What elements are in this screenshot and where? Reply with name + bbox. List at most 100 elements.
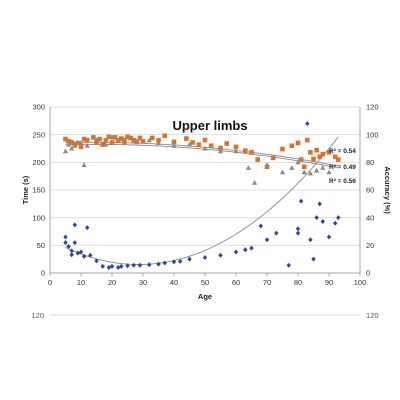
- data-point-square: [75, 140, 81, 146]
- data-point-diamond: [156, 261, 161, 267]
- data-point-triangle: [320, 165, 326, 170]
- data-point-diamond: [317, 201, 322, 207]
- data-point-square: [109, 140, 115, 145]
- data-point-square: [112, 135, 118, 140]
- data-point-square: [63, 136, 68, 142]
- data-point-diamond: [69, 248, 74, 254]
- data-point-square: [137, 135, 143, 141]
- data-point-square: [125, 134, 130, 140]
- data-point-triangle: [202, 145, 208, 151]
- x-tick-label: 30: [139, 278, 147, 287]
- data-point-square: [289, 143, 295, 149]
- data-point-diamond: [298, 198, 304, 204]
- data-point-diamond: [286, 262, 291, 268]
- next-panel-left-tick: 120: [31, 311, 44, 320]
- data-point-square: [91, 135, 96, 140]
- data-point-diamond: [72, 240, 77, 246]
- data-point-diamond: [109, 263, 115, 269]
- data-point-diamond: [119, 263, 124, 269]
- data-point-square: [171, 139, 177, 145]
- data-point-square: [255, 157, 260, 162]
- y2-tick-label: 100: [366, 130, 379, 139]
- data-point-diamond: [336, 215, 341, 221]
- data-point-triangle: [279, 169, 286, 175]
- data-point-square: [320, 151, 326, 157]
- data-point-square: [128, 135, 133, 141]
- x-tick-label: 50: [201, 278, 209, 287]
- data-point-diamond: [320, 219, 325, 225]
- data-point-diamond: [314, 215, 319, 221]
- data-point-diamond: [116, 264, 121, 270]
- data-point-diamond: [63, 240, 68, 246]
- data-point-diamond: [311, 256, 316, 262]
- data-point-diamond: [274, 230, 279, 236]
- data-point-square: [336, 157, 341, 162]
- data-point-square: [69, 140, 74, 145]
- annotation-layer: R² = 0.54 R² = 0.49 R² = 0.56: [329, 148, 356, 185]
- data-point-triangle: [93, 137, 100, 143]
- data-point-triangle: [171, 142, 177, 148]
- data-point-diamond: [295, 230, 301, 236]
- y2-tick-label: 20: [366, 241, 374, 250]
- data-point-triangle: [62, 148, 69, 154]
- r-squared-label: R² = 0.54: [329, 148, 356, 155]
- x-tick-label: 80: [294, 278, 302, 287]
- data-point-diamond: [333, 220, 338, 226]
- trendline: [65, 136, 339, 265]
- y2-tick-label: 40: [366, 213, 374, 222]
- data-point-square: [332, 154, 338, 160]
- data-point-square: [115, 137, 121, 143]
- data-point-triangle: [103, 141, 109, 147]
- data-point-diamond: [88, 252, 93, 258]
- data-point-triangle: [134, 138, 140, 144]
- chart-title: Upper limbs: [172, 118, 247, 133]
- data-point-diamond: [308, 237, 313, 243]
- data-point-diamond: [81, 253, 87, 259]
- data-point-diamond: [187, 256, 192, 262]
- data-point-triangle: [186, 141, 193, 147]
- data-point-square: [208, 143, 214, 149]
- data-point-diamond: [258, 223, 263, 229]
- x-tick-label: 90: [325, 278, 333, 287]
- data-point-triangle: [109, 134, 115, 140]
- data-point-triangle: [264, 162, 270, 168]
- data-point-diamond: [171, 259, 177, 265]
- data-point-square: [140, 139, 146, 144]
- data-point-triangle: [326, 169, 332, 175]
- data-point-triangle: [233, 148, 239, 154]
- data-point-square: [84, 137, 90, 143]
- y2-tick-label: 80: [366, 158, 374, 167]
- data-point-diamond: [69, 252, 74, 258]
- data-point-square: [308, 150, 313, 155]
- data-point-triangle: [307, 170, 313, 176]
- r-squared-label: R² = 0.56: [329, 178, 356, 185]
- data-point-diamond: [162, 260, 167, 266]
- data-point-square: [305, 137, 310, 143]
- data-point-triangle: [301, 169, 307, 175]
- x-tick-label: 40: [170, 278, 178, 287]
- data-point-square: [295, 140, 301, 146]
- data-point-diamond: [63, 234, 68, 240]
- r-squared-label: R² = 0.49: [329, 164, 356, 171]
- data-point-triangle: [121, 139, 127, 145]
- data-point-triangle: [66, 141, 72, 147]
- x-tick-label: 60: [232, 278, 240, 287]
- data-point-square: [106, 134, 112, 140]
- data-point-diamond: [78, 249, 84, 255]
- next-panel-right-tick: 120: [366, 311, 379, 320]
- x-tick-label: 20: [108, 278, 116, 287]
- data-point-square: [103, 137, 109, 143]
- data-point-diamond: [326, 234, 332, 240]
- data-point-diamond: [94, 258, 99, 264]
- points-layer: [62, 121, 341, 270]
- data-point-diamond: [218, 252, 223, 258]
- data-point-square: [270, 155, 276, 161]
- data-point-square: [150, 135, 155, 141]
- grid-layer: [50, 106, 360, 246]
- data-point-square: [280, 146, 285, 152]
- data-point-triangle: [78, 140, 84, 145]
- data-point-triangle: [72, 142, 78, 148]
- x-axis-title: Age: [198, 292, 212, 301]
